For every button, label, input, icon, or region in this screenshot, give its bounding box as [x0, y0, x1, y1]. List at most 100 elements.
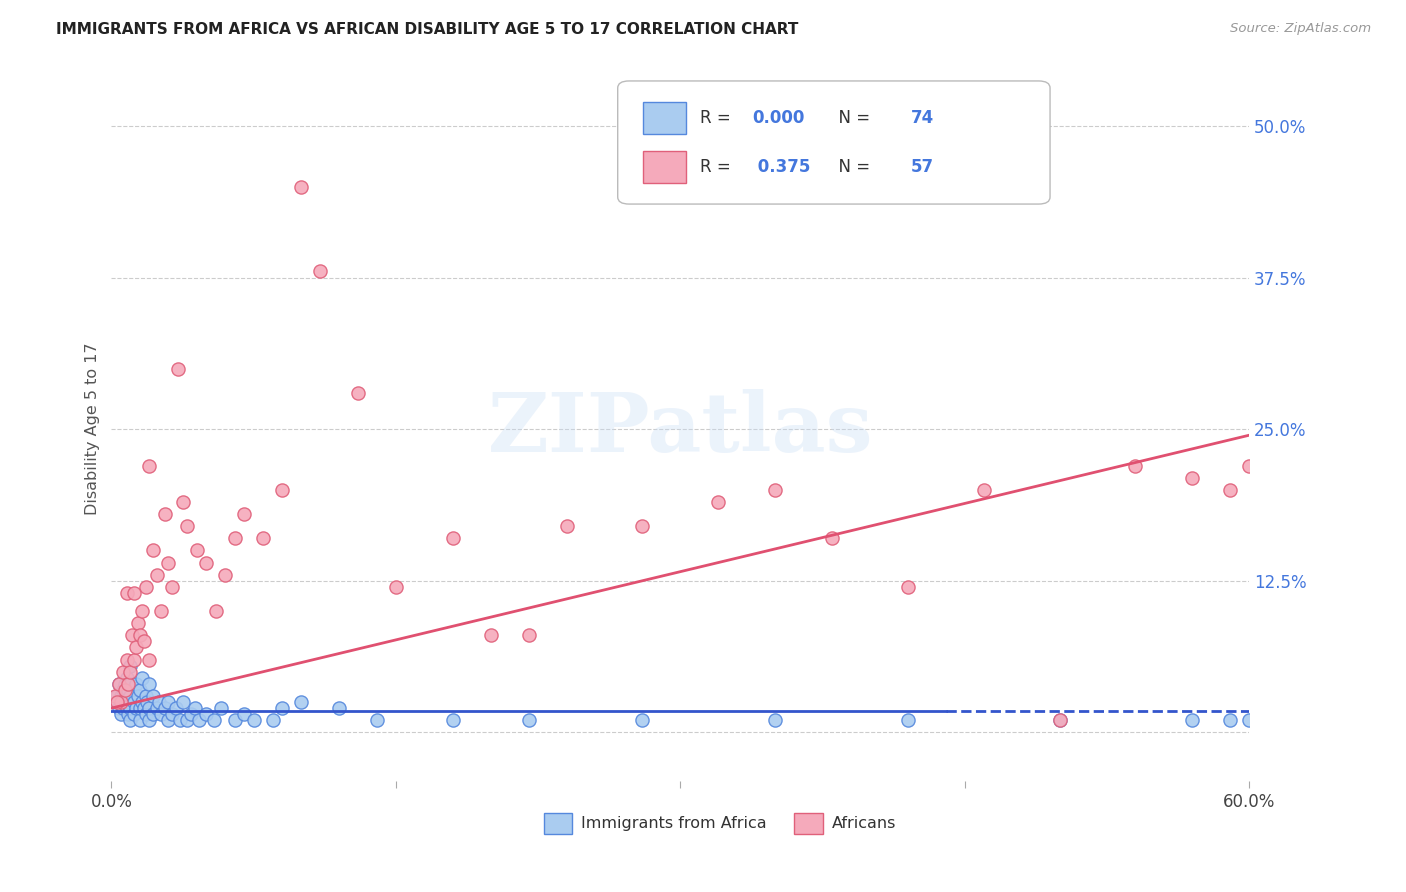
Point [117, 707, 139, 722]
Point [169, 713, 191, 727]
Point [142, 707, 165, 722]
Point [202, 713, 225, 727]
Text: ZIPatlas: ZIPatlas [488, 389, 873, 469]
Point [187, 713, 209, 727]
Point [110, 695, 132, 709]
Point [111, 682, 134, 697]
Point [127, 616, 149, 631]
FancyBboxPatch shape [643, 152, 686, 183]
Point [135, 707, 157, 722]
Point [385, 580, 408, 594]
Point [1237, 458, 1260, 473]
Point [132, 701, 155, 715]
Point [135, 689, 157, 703]
Point [180, 707, 202, 722]
Point [142, 689, 165, 703]
Point [707, 495, 730, 509]
Point [108, 677, 131, 691]
Point [146, 567, 169, 582]
Point [105, 695, 128, 709]
Point [479, 628, 502, 642]
Point [555, 519, 578, 533]
Point [120, 689, 142, 703]
Point [160, 707, 183, 722]
Point [125, 701, 148, 715]
Point [114, 682, 136, 697]
Point [115, 671, 138, 685]
Point [114, 677, 136, 691]
Point [104, 695, 127, 709]
Text: 0.000: 0.000 [752, 109, 804, 127]
Point [166, 361, 188, 376]
Text: 74: 74 [911, 109, 935, 127]
Point [142, 543, 165, 558]
Point [763, 483, 786, 497]
Text: N =: N = [828, 109, 876, 127]
Point [347, 385, 370, 400]
Point [157, 695, 180, 709]
Point [121, 628, 143, 642]
Text: 0.375: 0.375 [752, 158, 810, 176]
Point [149, 604, 172, 618]
Point [214, 567, 236, 582]
Point [821, 531, 844, 545]
Point [1181, 471, 1204, 485]
Point [1125, 458, 1147, 473]
Text: N =: N = [828, 158, 876, 176]
Point [160, 580, 183, 594]
Point [184, 701, 207, 715]
Point [973, 483, 995, 497]
Point [111, 701, 134, 715]
Point [114, 695, 136, 709]
Point [132, 634, 155, 648]
Point [131, 671, 153, 685]
Point [131, 604, 153, 618]
Point [131, 695, 153, 709]
Point [149, 707, 172, 722]
Point [763, 713, 786, 727]
Point [117, 695, 139, 709]
Point [224, 531, 246, 545]
Point [128, 713, 150, 727]
Bar [544, 813, 572, 834]
Point [120, 665, 142, 679]
Point [209, 701, 232, 715]
Point [517, 628, 540, 642]
Point [290, 179, 312, 194]
Point [136, 695, 159, 709]
Point [242, 713, 264, 727]
Point [138, 701, 160, 715]
Point [1219, 483, 1241, 497]
Point [233, 707, 256, 722]
Point [108, 677, 131, 691]
Point [110, 689, 132, 703]
Point [138, 652, 160, 666]
Point [165, 701, 187, 715]
Text: Africans: Africans [831, 815, 896, 830]
Point [366, 713, 388, 727]
Point [172, 695, 194, 709]
Point [271, 483, 294, 497]
Point [120, 677, 142, 691]
Point [252, 531, 274, 545]
Point [631, 713, 654, 727]
Point [271, 701, 294, 715]
Point [120, 658, 142, 673]
Point [1049, 713, 1071, 727]
Point [1181, 713, 1204, 727]
Point [146, 701, 169, 715]
Point [105, 689, 128, 703]
Point [115, 689, 138, 703]
Point [122, 695, 145, 709]
Point [157, 556, 180, 570]
Point [195, 707, 218, 722]
FancyBboxPatch shape [643, 102, 686, 134]
Bar [794, 813, 823, 834]
Point [125, 677, 148, 691]
Point [117, 682, 139, 697]
Point [631, 519, 654, 533]
Point [897, 713, 920, 727]
Point [157, 713, 180, 727]
Point [224, 713, 246, 727]
FancyBboxPatch shape [617, 81, 1050, 204]
